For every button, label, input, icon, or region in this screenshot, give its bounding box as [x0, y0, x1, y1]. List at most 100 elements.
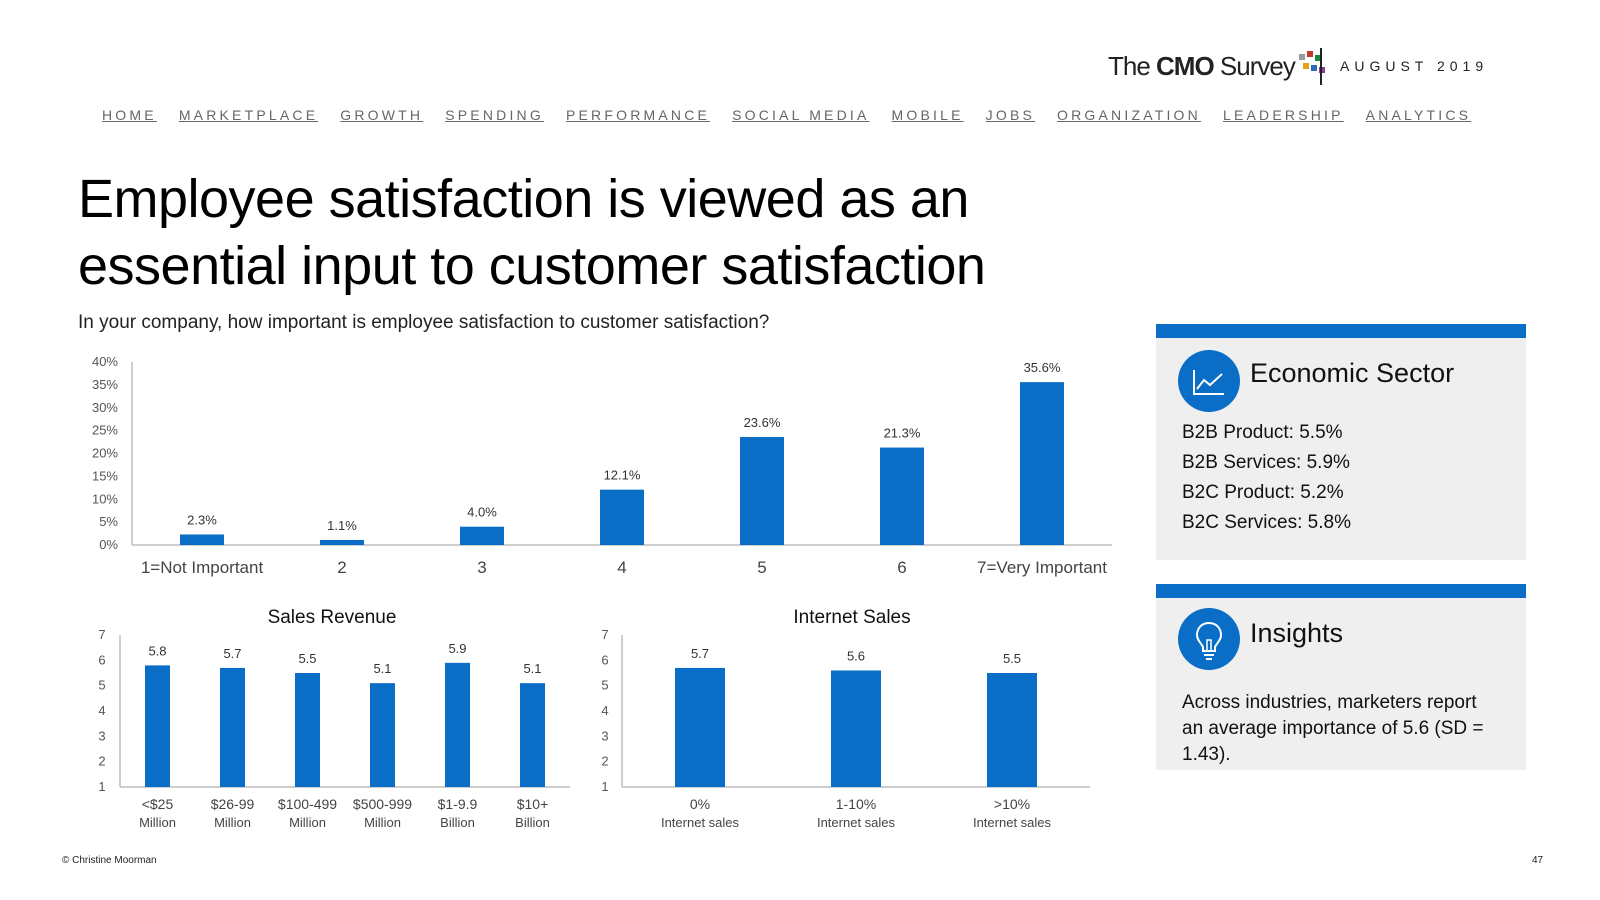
bar: [600, 489, 644, 545]
chart-title: Sales Revenue: [268, 607, 397, 628]
sector-b2b-services: B2B Services: 5.9%: [1182, 452, 1350, 473]
bar: [145, 665, 170, 787]
sector-b2c-services: B2C Services: 5.8%: [1182, 512, 1351, 533]
panel-accent-bar: [1156, 584, 1526, 598]
data-label: 5.7: [691, 646, 709, 661]
x-tick-label: $26-99: [211, 796, 255, 812]
lightbulb-icon: [1178, 608, 1240, 670]
report-date: AUGUST 2019: [1340, 58, 1489, 74]
data-label: 2.3%: [187, 512, 217, 527]
insights-heading: Insights: [1250, 618, 1344, 648]
data-label: 5.8: [148, 643, 166, 658]
page-number: 47: [1532, 855, 1544, 866]
nav-home[interactable]: HOME: [102, 107, 157, 123]
sales-revenue-chart: Sales Revenue 1 2 3 4 5 6 7 5.8 <$25 Million 5.7 $26…: [98, 607, 570, 830]
y-tick-label: 6: [601, 652, 608, 667]
x-tick-sublabel: Million: [289, 815, 326, 830]
y-tick-label: 30%: [92, 400, 118, 415]
survey-question: In your company, how important is employ…: [78, 312, 770, 333]
data-label: 5.5: [1003, 651, 1021, 666]
y-tick-label: 7: [98, 627, 105, 642]
nav-jobs[interactable]: JOBS: [985, 107, 1036, 123]
x-tick-label: $10+: [517, 796, 549, 812]
x-tick-sublabel: Internet sales: [661, 815, 740, 830]
x-tick-label: 5: [757, 558, 766, 577]
x-tick-label: 0%: [690, 796, 710, 812]
y-tick-label: 5: [601, 678, 608, 693]
bar: [295, 673, 320, 787]
economic-sector-heading: Economic Sector: [1250, 358, 1455, 388]
nav-performance[interactable]: PERFORMANCE: [565, 107, 711, 123]
y-tick-label: 5%: [99, 514, 118, 529]
data-label: 5.6: [847, 648, 865, 663]
internet-sales-chart: Internet Sales 1 2 3 4 5 6 7 5.7 0% Internet sales…: [601, 607, 1090, 830]
x-tick-label: $1-9.9: [438, 796, 478, 812]
x-tick-label: 6: [897, 558, 906, 577]
y-tick-label: 25%: [92, 423, 118, 438]
brand-dots-icon: [1297, 51, 1327, 81]
x-tick-label: $100-499: [278, 796, 337, 812]
page-title: Employee satisfaction is viewed as an es…: [78, 169, 986, 296]
y-tick-label: 5: [98, 678, 105, 693]
data-label: 4.0%: [467, 505, 497, 520]
insights-text: Across industries, marketers report an a…: [1182, 692, 1484, 765]
x-tick-sublabel: Million: [214, 815, 251, 830]
bar: [520, 683, 545, 787]
panel-accent-bar: [1156, 324, 1526, 338]
nav-mobile[interactable]: MOBILE: [891, 107, 964, 123]
nav-social-media[interactable]: SOCIAL MEDIA: [732, 107, 870, 123]
nav-organization[interactable]: ORGANIZATION: [1057, 107, 1201, 123]
economic-sector-panel: Economic Sector B2B Product: 5.5% B2B Se…: [1156, 324, 1526, 560]
y-tick-label: 15%: [92, 468, 118, 483]
data-label: 5.7: [223, 646, 241, 661]
x-tick-label: $500-999: [353, 796, 412, 812]
brand-name: The CMO Survey: [1108, 50, 1296, 81]
bar: [1020, 382, 1064, 545]
data-label: 12.1%: [604, 468, 641, 483]
y-tick-label: 2: [601, 754, 608, 769]
x-tick-sublabel: Million: [139, 815, 176, 830]
data-label: 5.5: [298, 651, 316, 666]
x-tick-label: 7=Very Important: [977, 558, 1107, 577]
y-tick-label: 3: [601, 728, 608, 743]
bar: [880, 447, 924, 545]
y-tick-label: 1: [601, 779, 608, 794]
importance-distribution-chart: 0% 5% 10% 15% 20% 25% 30% 35% 40% 2.3% 1=Not Impor…: [92, 354, 1112, 577]
bar: [320, 539, 364, 545]
x-tick-label: 1-10%: [836, 796, 876, 812]
y-tick-label: 7: [601, 627, 608, 642]
data-label: 5.1: [373, 661, 391, 676]
y-tick-label: 35%: [92, 377, 118, 392]
nav-marketplace[interactable]: MARKETPLACE: [178, 107, 319, 123]
nav-leadership[interactable]: LEADERSHIP: [1222, 107, 1344, 123]
nav-spending[interactable]: SPENDING: [445, 107, 544, 123]
top-navigation: HOME MARKETPLACE GROWTH SPENDING PERFORMANCE…: [102, 107, 1471, 123]
nav-analytics[interactable]: ANALYTICS: [1365, 107, 1472, 123]
x-tick-sublabel: Billion: [440, 815, 475, 830]
bar: [445, 662, 470, 787]
bar: [675, 667, 725, 787]
bar: [831, 670, 881, 787]
x-tick-sublabel: Million: [364, 815, 401, 830]
brand-logo: The CMO Survey: [1108, 46, 1327, 86]
y-tick-label: 6: [98, 652, 105, 667]
y-tick-label: 3: [98, 728, 105, 743]
x-tick-sublabel: Internet sales: [973, 815, 1052, 830]
bar: [740, 437, 784, 545]
line-chart-icon: [1178, 350, 1240, 412]
y-tick-label: 2: [98, 754, 105, 769]
data-label: 1.1%: [327, 518, 357, 533]
bar: [180, 534, 224, 545]
x-tick-sublabel: Billion: [515, 815, 550, 830]
y-tick-label: 20%: [92, 446, 118, 461]
bar: [460, 526, 504, 545]
header-divider: [1320, 48, 1322, 85]
x-tick-label: 4: [617, 558, 626, 577]
x-tick-label: <$25: [142, 796, 174, 812]
data-label: 35.6%: [1024, 360, 1061, 375]
x-tick-label: >10%: [994, 796, 1030, 812]
bar: [987, 673, 1037, 787]
nav-growth[interactable]: GROWTH: [340, 107, 424, 123]
bar: [220, 667, 245, 787]
chart-title: Internet Sales: [793, 607, 910, 628]
